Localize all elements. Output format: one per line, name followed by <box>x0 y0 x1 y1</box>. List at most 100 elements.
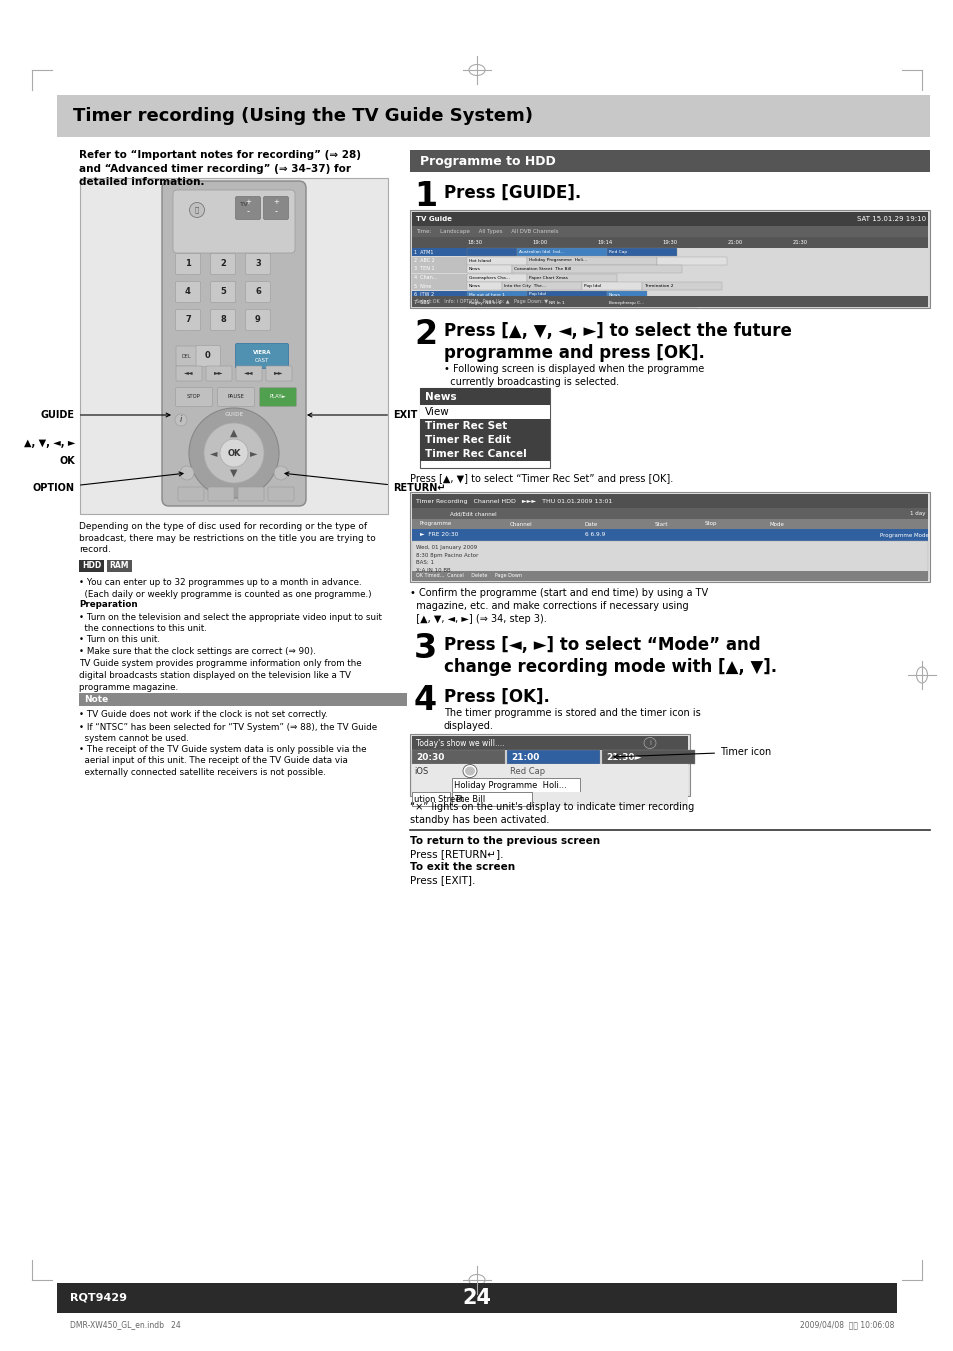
Bar <box>517 249 606 255</box>
Text: Holiday Programme  Holi...: Holiday Programme Holi... <box>529 258 586 262</box>
Text: RETURN↵: RETURN↵ <box>285 471 445 493</box>
Text: DMR-XW450_GL_en.indb   24: DMR-XW450_GL_en.indb 24 <box>70 1320 180 1329</box>
Text: • Turn on this unit.: • Turn on this unit. <box>79 635 160 643</box>
Text: Georraphers Cha...: Georraphers Cha... <box>469 276 509 280</box>
Text: 6: 6 <box>254 288 261 296</box>
Bar <box>80 178 388 513</box>
Text: 9: 9 <box>254 316 260 324</box>
FancyBboxPatch shape <box>195 346 220 366</box>
Bar <box>467 257 526 265</box>
Text: TV Guide: TV Guide <box>416 216 452 222</box>
Text: Bonephrequ C...: Bonephrequ C... <box>608 301 643 305</box>
Text: Today's show we will....: Today's show we will.... <box>416 739 504 747</box>
Text: 7: 7 <box>185 316 191 324</box>
Text: EXIT: EXIT <box>308 409 416 420</box>
Text: GUIDE: GUIDE <box>224 412 243 417</box>
Text: 6  ITW 2: 6 ITW 2 <box>414 292 434 297</box>
FancyBboxPatch shape <box>245 254 271 274</box>
Text: The Bill: The Bill <box>454 794 485 804</box>
Bar <box>606 299 697 307</box>
Bar <box>419 388 550 405</box>
Text: To exit the screen: To exit the screen <box>410 862 515 871</box>
Bar <box>412 265 467 273</box>
FancyBboxPatch shape <box>245 281 271 303</box>
Text: • Make sure that the clock settings are correct (⇒ 90).: • Make sure that the clock settings are … <box>79 647 315 657</box>
Text: Pop Idol: Pop Idol <box>583 284 600 288</box>
Text: Press [▲, ▼, ◄, ►] to select the future
programme and press [OK].: Press [▲, ▼, ◄, ►] to select the future … <box>443 322 791 362</box>
FancyBboxPatch shape <box>211 309 235 331</box>
Bar <box>412 778 687 792</box>
Bar <box>410 492 929 582</box>
Bar <box>467 265 512 273</box>
Bar <box>412 249 467 255</box>
Text: Date: Date <box>584 521 598 527</box>
Bar <box>501 282 581 290</box>
Text: STOP: STOP <box>187 394 201 400</box>
Text: • The receipt of the TV Guide system data is only possible via the
  aerial inpu: • The receipt of the TV Guide system dat… <box>79 744 366 777</box>
Text: Press [◄, ►] to select “Mode” and
change recording mode with [▲, ▼].: Press [◄, ►] to select “Mode” and change… <box>443 636 777 676</box>
Text: Wed, 01 January 2009: Wed, 01 January 2009 <box>416 544 476 550</box>
Bar <box>581 282 641 290</box>
Text: • If “NTSC” has been selected for “TV System” (⇒ 88), the TV Guide
  system cann: • If “NTSC” has been selected for “TV Sy… <box>79 723 376 743</box>
Text: Into the City  The...: Into the City The... <box>503 284 545 288</box>
Ellipse shape <box>464 766 475 775</box>
Ellipse shape <box>462 765 476 777</box>
Text: 4  Chan...: 4 Chan... <box>414 276 436 280</box>
Text: Select:OK   Info: i OPTION   Page Up: ▲   Page Down: ▼: Select:OK Info: i OPTION Page Up: ▲ Page… <box>416 299 547 304</box>
Text: To return to the previous screen: To return to the previous screen <box>410 836 599 846</box>
Text: Pop Idol: Pop Idol <box>529 293 546 296</box>
Text: Hot Island: Hot Island <box>469 258 491 262</box>
Text: • Following screen is displayed when the programme
  currently broadcasting is s: • Following screen is displayed when the… <box>443 363 703 386</box>
Text: 6 6.9.9: 6 6.9.9 <box>584 532 605 538</box>
Text: 24: 24 <box>462 1288 491 1308</box>
Text: DEL: DEL <box>181 354 191 358</box>
Bar <box>412 750 504 765</box>
FancyBboxPatch shape <box>235 366 262 381</box>
Text: 4: 4 <box>185 288 191 296</box>
Text: ►  FRE 20:30: ► FRE 20:30 <box>419 532 457 538</box>
Text: 1  ATM1: 1 ATM1 <box>414 250 433 254</box>
Text: 5  Nine: 5 Nine <box>414 284 431 289</box>
Text: Channel: Channel <box>510 521 532 527</box>
Bar <box>419 447 550 461</box>
Text: SAT 15.01.29 19:10: SAT 15.01.29 19:10 <box>856 216 925 222</box>
Text: 1 day: 1 day <box>909 511 925 516</box>
Bar <box>419 388 550 467</box>
FancyBboxPatch shape <box>211 281 235 303</box>
Text: View: View <box>424 407 449 417</box>
Text: ►: ► <box>250 449 257 458</box>
Ellipse shape <box>204 423 264 484</box>
Text: • TV Guide does not work if the clock is not set correctly.: • TV Guide does not work if the clock is… <box>79 711 327 719</box>
Bar <box>452 792 532 807</box>
Text: Australian Idol  Ind...: Australian Idol Ind... <box>518 250 563 254</box>
Bar <box>467 249 517 255</box>
Bar <box>412 530 927 540</box>
Text: Red Cap: Red Cap <box>608 250 626 254</box>
FancyBboxPatch shape <box>211 254 235 274</box>
Text: X:A IN 10 BB: X:A IN 10 BB <box>416 569 450 574</box>
Text: • Turn on the television and select the appropriate video input to suit
  the co: • Turn on the television and select the … <box>79 612 381 634</box>
Bar <box>452 778 579 792</box>
Bar <box>412 540 927 580</box>
Bar <box>410 734 689 796</box>
Text: Press [EXIT].: Press [EXIT]. <box>410 875 475 885</box>
Ellipse shape <box>174 413 187 426</box>
Text: ution Street: ution Street <box>414 794 463 804</box>
Text: 19:00: 19:00 <box>532 240 547 245</box>
Text: ►►: ►► <box>214 370 224 376</box>
FancyBboxPatch shape <box>175 309 200 331</box>
Text: +: + <box>273 199 278 205</box>
Text: ◄: ◄ <box>210 449 217 458</box>
Text: Timer recording (Using the TV Guide System): Timer recording (Using the TV Guide Syst… <box>73 107 533 126</box>
Text: 3: 3 <box>414 632 436 665</box>
Text: 2: 2 <box>414 317 436 351</box>
Text: Rugby: NR In 1: Rugby: NR In 1 <box>469 301 500 305</box>
Text: i: i <box>648 740 650 746</box>
Text: 4: 4 <box>414 684 436 717</box>
Text: 1: 1 <box>414 180 436 213</box>
FancyBboxPatch shape <box>245 309 271 331</box>
Bar <box>412 296 927 307</box>
Text: OPTION: OPTION <box>33 471 183 493</box>
Text: -: - <box>274 208 277 216</box>
Text: 21:30: 21:30 <box>792 240 807 245</box>
